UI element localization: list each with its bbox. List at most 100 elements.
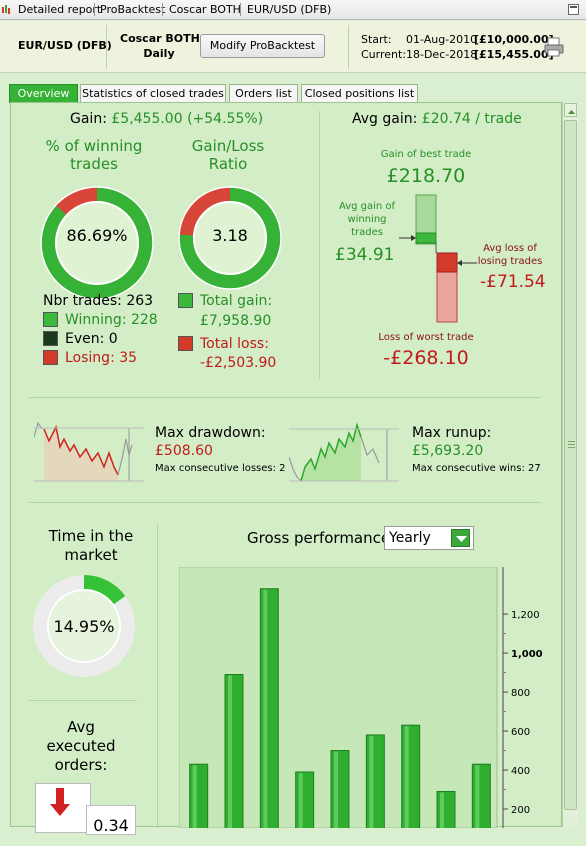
instrument-name: EUR/USD (DFB) <box>18 39 112 52</box>
tab-bar: Overview Statistics of closed trades Ord… <box>0 84 586 103</box>
worst-trade-value: -£268.10 <box>383 347 469 369</box>
winning-trades-title: % of winning trades <box>45 137 143 173</box>
avg-win-value: £34.91 <box>335 245 395 265</box>
bar-2013 <box>295 771 315 828</box>
time-market-value: 14.95% <box>53 617 115 636</box>
ytick-label: 600 <box>511 727 530 738</box>
total-gain-swatch <box>178 293 193 308</box>
bar-2011 <box>224 674 244 828</box>
ratio-donut <box>178 186 282 290</box>
bar-highlight-2010 <box>192 765 197 828</box>
total-loss-value: -£2,503.90 <box>200 355 277 371</box>
avg-gain-value: £20.74 / trade <box>421 111 522 127</box>
bar-2017 <box>436 790 456 828</box>
gain-line: Gain: £5,455.00 (+54.55%) <box>70 111 263 127</box>
period-select[interactable]: Yearly <box>384 526 474 550</box>
vertical-scrollbar[interactable] <box>562 102 578 827</box>
bar-2012 <box>259 588 279 828</box>
overview-panel: Gain: £5,455.00 (+54.55%) % of winning t… <box>10 102 562 835</box>
bar-highlight-2017 <box>440 792 444 828</box>
titlebar-strategy[interactable]: Coscar BOTH <box>169 3 241 16</box>
total-loss-label: Total loss: <box>200 336 269 352</box>
runup-chart <box>289 422 399 482</box>
avg-gain-line: Avg gain: £20.74 / trade <box>352 111 522 127</box>
tab-statistics[interactable]: Statistics of closed trades <box>80 84 226 103</box>
time-market-donut <box>33 575 135 677</box>
current-date: 18-Dec-2018 <box>406 48 478 61</box>
report-header: EUR/USD (DFB) Coscar BOTH Daily Modify P… <box>0 21 586 73</box>
printer-icon[interactable] <box>543 37 565 57</box>
nbr-trades: Nbr trades: 263 <box>43 293 154 309</box>
bar-2010 <box>189 763 209 828</box>
bar-highlight-2015 <box>369 735 374 828</box>
best-trade-value: £218.70 <box>386 165 466 187</box>
max-runup-label: Max runup: <box>412 425 492 441</box>
best-trade-label: Gain of best trade <box>380 149 472 160</box>
ytick-label: 400 <box>511 766 530 777</box>
scroll-up-button[interactable] <box>564 103 577 117</box>
winning-pct: 86.69% <box>66 226 128 245</box>
titlebar-instrument[interactable]: EUR/USD (DFB) <box>247 3 332 16</box>
max-drawdown-label: Max drawdown: <box>155 425 266 441</box>
timeframe: Daily <box>143 47 175 60</box>
title-bar: Detailed report ProBacktest Coscar BOTH … <box>0 0 586 20</box>
drawdown-chart <box>34 421 144 482</box>
gross-performance-chart: 200 400 600 800 1,000 1,200 <box>179 567 543 828</box>
avg-gain-label: Avg gain: <box>352 111 418 127</box>
start-label: Start: <box>361 33 392 46</box>
current-value: [£15,455.00] <box>474 48 554 61</box>
tab-overview[interactable]: Overview <box>9 84 78 103</box>
bar-highlight-2014 <box>334 751 338 828</box>
bar-highlight-2016 <box>404 726 409 828</box>
gross-performance-title: Gross performance <box>247 529 391 547</box>
total-gain-value: £7,958.90 <box>200 313 272 329</box>
bar-2014 <box>330 750 350 828</box>
maximize-icon[interactable] <box>568 4 579 15</box>
tab-orders-list[interactable]: Orders list <box>229 84 298 103</box>
titlebar-report[interactable]: Detailed report <box>18 3 102 16</box>
winning-donut <box>40 186 154 300</box>
total-gain-label: Total gain: <box>200 293 273 309</box>
worst-trade-label: Loss of worst trade <box>378 332 474 343</box>
total-loss-swatch <box>178 336 193 351</box>
winning-swatch <box>43 312 58 327</box>
titlebar-probacktest[interactable]: ProBacktest <box>100 3 166 16</box>
strategy-name: Coscar BOTH <box>120 32 200 45</box>
max-runup-value: £5,693.20 <box>412 443 484 459</box>
start-date: 01-Aug-2010 <box>406 33 478 46</box>
winning-count: Winning: 228 <box>65 312 158 328</box>
even-swatch <box>43 331 58 346</box>
ytick-label: 200 <box>511 805 530 816</box>
bar-highlight-2018 <box>475 765 480 828</box>
gain-label: Gain: <box>70 111 107 127</box>
gain-loss-ratio-title: Gain/Loss Ratio <box>191 137 265 173</box>
ratio-value: 3.18 <box>212 226 248 245</box>
bar-highlight-2011 <box>228 675 232 828</box>
avg-orders-title: Avg executed orders: <box>46 718 116 774</box>
avg-loss-label: Avg loss of losing trades <box>477 243 543 267</box>
bar-2016 <box>401 724 421 828</box>
chevron-down-icon[interactable] <box>451 529 470 547</box>
modify-probacktest-button[interactable]: Modify ProBacktest <box>200 34 325 58</box>
time-market-title: Time in the market <box>48 527 134 564</box>
avg-loss-value: -£71.54 <box>480 272 546 292</box>
bar-2018 <box>471 763 491 828</box>
orders-icon <box>35 783 91 833</box>
bar-2015 <box>365 734 385 828</box>
avg-orders-value: 0.34 <box>86 805 136 835</box>
tab-closed-positions[interactable]: Closed positions list <box>301 84 418 103</box>
max-consecutive-wins: Max consecutive wins: 27 <box>412 463 541 474</box>
app-icon <box>2 4 11 15</box>
start-value: [£10,000.00] <box>474 33 554 46</box>
scroll-thumb[interactable] <box>564 120 577 810</box>
losing-count: Losing: 35 <box>65 350 138 366</box>
period-select-value: Yearly <box>389 530 431 546</box>
even-count: Even: 0 <box>65 331 118 347</box>
max-consecutive-losses: Max consecutive losses: 2 <box>155 463 286 474</box>
ytick-label: 1,200 <box>511 610 540 621</box>
losing-swatch <box>43 350 58 365</box>
bar-highlight-2012 <box>263 589 268 828</box>
avg-win-label: Avg gain of winning trades <box>338 201 396 238</box>
ytick-label: 800 <box>511 688 530 699</box>
gain-value: £5,455.00 (+54.55%) <box>111 111 264 127</box>
